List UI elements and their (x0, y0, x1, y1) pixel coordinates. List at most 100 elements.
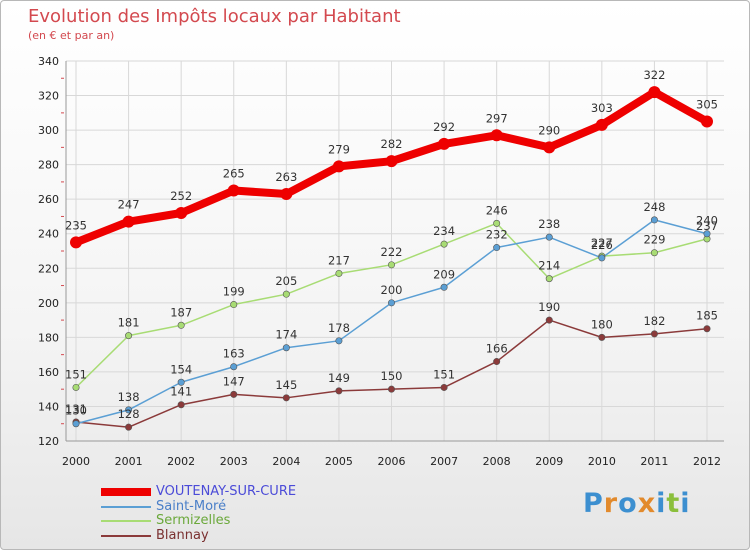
logo-letter: i (680, 488, 691, 519)
data-label: 147 (223, 374, 245, 388)
data-point (598, 254, 606, 262)
data-label: 247 (118, 198, 140, 212)
y-tick-label: 180 (38, 331, 59, 344)
data-point (282, 394, 290, 402)
legend-label: Sermizelles (156, 513, 231, 529)
data-label: 141 (170, 385, 192, 399)
x-tick-label: 2000 (62, 455, 90, 468)
data-label: 185 (696, 309, 718, 323)
data-label: 229 (643, 233, 665, 247)
legend-label: Blannay (156, 527, 209, 543)
data-label: 263 (275, 170, 297, 184)
data-label: 128 (118, 407, 140, 421)
y-tick-label: 200 (38, 297, 59, 310)
y-tick-label: 120 (38, 435, 59, 448)
legend-label: VOUTENAY-SUR-CURE (156, 484, 297, 500)
axes (61, 61, 724, 442)
data-point (490, 129, 503, 142)
data-point (701, 115, 713, 128)
x-tick-label: 2002 (167, 455, 195, 468)
data-point (175, 207, 188, 219)
x-tick-label: 2003 (220, 455, 248, 468)
data-point (650, 249, 658, 257)
data-label: 154 (170, 362, 192, 376)
data-label: 178 (328, 321, 350, 335)
logo-letter: r (603, 488, 619, 519)
x-tick-label: 2006 (378, 455, 406, 468)
data-label: 151 (65, 367, 87, 381)
data-label: 240 (696, 214, 718, 228)
data-label: 246 (486, 203, 508, 217)
data-point (70, 236, 82, 249)
x-tick-label: 2008 (483, 455, 511, 468)
data-point (440, 383, 448, 391)
logo-letter: P (583, 488, 604, 519)
data-point (545, 233, 553, 241)
data-point (598, 333, 606, 341)
data-point (543, 141, 556, 154)
data-label: 138 (118, 390, 140, 404)
chart-subtitle: (en € et par an) (28, 29, 115, 42)
legend-item: Blannay (101, 527, 296, 544)
data-label: 252 (170, 189, 192, 203)
y-tick-label: 260 (38, 193, 59, 206)
data-point (387, 261, 395, 269)
data-label: 145 (275, 378, 297, 392)
data-label: 234 (433, 224, 455, 238)
legend-swatch (101, 520, 151, 523)
y-tick-label: 140 (38, 400, 59, 413)
data-point (335, 269, 343, 277)
legend-label: Saint-Moré (156, 498, 227, 514)
data-label: 227 (591, 236, 613, 250)
data-label: 190 (538, 300, 560, 314)
data-point (703, 230, 711, 238)
data-point (280, 188, 293, 200)
data-point (335, 337, 343, 345)
data-label: 303 (591, 101, 613, 115)
data-label: 222 (381, 245, 403, 259)
data-label: 237 (696, 219, 718, 233)
x-tick-label: 2010 (588, 455, 616, 468)
legend-item: Sermizelles (101, 514, 296, 529)
legend-item: Saint-Moré (101, 498, 296, 515)
data-point (282, 344, 290, 352)
data-label: 200 (381, 283, 403, 297)
x-tick-labels: 2000 2001 2002 2003 2004 2005 2006 2007 2008 2009… (62, 455, 721, 468)
data-label: 180 (591, 317, 613, 331)
data-label: 292 (433, 120, 455, 134)
data-label: 131 (65, 402, 87, 416)
legend-swatch (101, 488, 151, 497)
data-label: 187 (170, 305, 192, 319)
series-points (70, 86, 713, 431)
logo-letter: i (656, 488, 667, 519)
data-label: 238 (538, 217, 560, 231)
data-label: 265 (223, 167, 245, 181)
data-point (545, 316, 553, 324)
data-label: 150 (381, 369, 403, 383)
data-point (493, 358, 501, 366)
data-point (493, 219, 501, 227)
data-point (493, 244, 501, 252)
data-point (650, 216, 658, 224)
data-point (440, 283, 448, 291)
data-label: 181 (118, 316, 140, 330)
data-point (387, 299, 395, 307)
data-point (230, 301, 238, 309)
data-point (703, 325, 711, 333)
chart-title: Evolution des Impôts locaux par Habitant (28, 6, 401, 27)
data-label: 163 (223, 347, 245, 361)
legend-item: VOUTENAY-SUR-CURE (101, 485, 296, 500)
y-tick-label: 320 (38, 90, 59, 103)
x-tick-label: 2005 (325, 455, 353, 468)
data-point (440, 240, 448, 248)
proxiti-logo: Proxiti (583, 488, 691, 519)
data-point (387, 385, 395, 393)
data-point (335, 387, 343, 395)
grid-lines (66, 60, 724, 442)
data-label: 174 (275, 328, 297, 342)
data-point (177, 401, 185, 409)
data-point (122, 215, 135, 228)
y-tick-label: 240 (38, 228, 59, 241)
